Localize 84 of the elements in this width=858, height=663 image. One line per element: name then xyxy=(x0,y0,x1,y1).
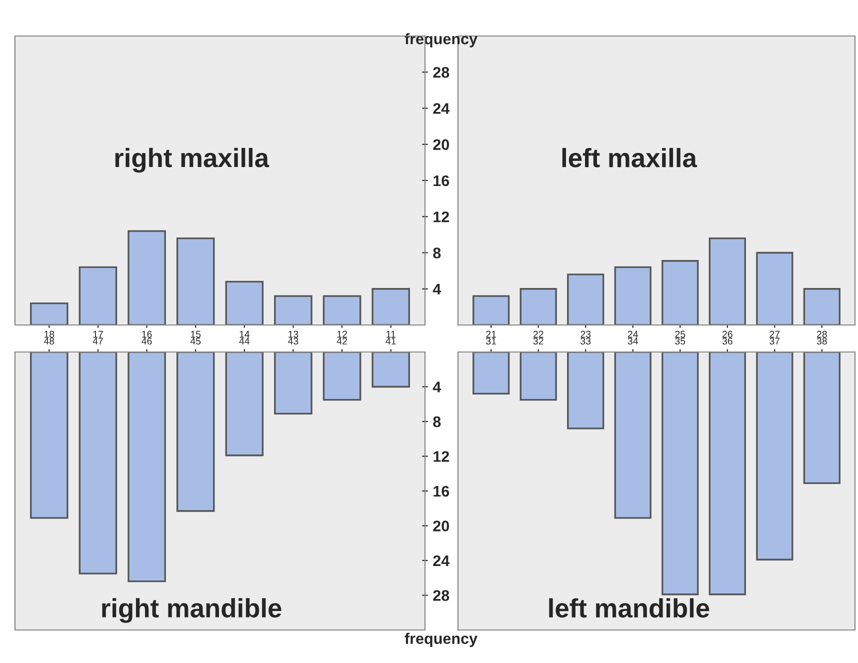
bar xyxy=(128,230,166,325)
x-tick-label: 41 xyxy=(386,338,396,344)
bar xyxy=(472,295,510,325)
y-tick-label: 20 xyxy=(433,520,450,532)
bar xyxy=(274,352,312,415)
x-tick-label: 47 xyxy=(92,338,103,344)
bar xyxy=(30,302,68,325)
text: right mandible xyxy=(102,598,282,623)
bar xyxy=(322,352,362,401)
x-tick-label: 24 xyxy=(628,330,638,338)
bar xyxy=(803,352,840,484)
text: right maxilla xyxy=(115,148,270,173)
x-tick-label: 26 xyxy=(722,330,732,338)
x-tick-label: 13 xyxy=(288,330,298,338)
y-tick-label: 16 xyxy=(434,486,450,497)
bar xyxy=(756,352,794,560)
bar xyxy=(372,352,410,388)
x-tick-label: 34 xyxy=(628,338,638,345)
bar xyxy=(30,352,68,519)
text: left maxilla xyxy=(562,148,698,168)
bar xyxy=(372,288,410,325)
bar xyxy=(614,266,652,325)
bar xyxy=(322,295,362,325)
x-tick-label: 48 xyxy=(44,338,54,345)
x-tick-label: 14 xyxy=(240,330,250,338)
y-tick-label: 4 xyxy=(432,382,442,392)
bar xyxy=(614,352,652,519)
x-tick-label: 35 xyxy=(675,338,686,345)
bar xyxy=(176,237,215,325)
bar xyxy=(662,352,699,596)
bar xyxy=(520,288,557,325)
x-tick-label: 18 xyxy=(44,330,54,338)
x-tick-label: 46 xyxy=(142,338,152,345)
x-tick-label: 31 xyxy=(486,338,496,345)
x-tick-label: 11 xyxy=(386,330,396,338)
text: left mandible xyxy=(549,598,710,618)
y-tick-label: 24 xyxy=(433,555,450,566)
x-tick-label: 37 xyxy=(770,338,780,345)
y-axis-title: frequency xyxy=(404,632,478,648)
y-axis-title: frequency xyxy=(404,33,478,48)
x-tick-label: 42 xyxy=(336,338,347,344)
bar xyxy=(78,352,118,574)
bar xyxy=(78,266,118,325)
bar xyxy=(274,295,312,325)
bar xyxy=(225,352,264,456)
y-tick-label: 28 xyxy=(433,590,450,601)
bar xyxy=(708,352,746,596)
x-tick-label: 21 xyxy=(486,330,496,338)
x-tick-label: 43 xyxy=(288,338,298,345)
bar xyxy=(708,237,746,325)
y-tick-label: 8 xyxy=(433,248,441,258)
y-tick-label: 12 xyxy=(434,211,450,222)
y-tick-label: 24 xyxy=(433,103,450,114)
bar xyxy=(520,352,557,401)
x-tick-label: 28 xyxy=(817,330,827,338)
x-tick-label: 22 xyxy=(533,330,544,338)
bar xyxy=(472,352,510,395)
x-tick-label: 36 xyxy=(722,338,732,345)
x-tick-label: 32 xyxy=(533,338,544,345)
bar xyxy=(756,252,794,325)
x-tick-label: 44 xyxy=(239,338,250,344)
y-tick-label: 28 xyxy=(433,66,450,78)
bar xyxy=(567,352,604,430)
bar xyxy=(662,260,699,325)
y-tick-label: 16 xyxy=(434,175,450,186)
x-tick-label: 45 xyxy=(190,338,201,345)
x-tick-label: 12 xyxy=(337,330,347,338)
bar xyxy=(803,288,840,325)
bar xyxy=(567,274,604,325)
y-tick-label: 20 xyxy=(433,139,450,150)
x-tick-label: 38 xyxy=(816,338,827,345)
y-tick-label: 4 xyxy=(432,284,442,294)
x-tick-label: 25 xyxy=(675,330,686,338)
y-tick-label: 12 xyxy=(434,451,450,462)
bar xyxy=(128,352,166,582)
x-tick-label: 27 xyxy=(770,330,780,338)
bar xyxy=(225,280,264,325)
x-tick-label: 17 xyxy=(93,330,103,338)
y-tick-label: 8 xyxy=(433,416,441,428)
x-tick-label: 33 xyxy=(580,338,591,345)
x-tick-label: 16 xyxy=(142,330,152,338)
x-tick-label: 23 xyxy=(580,330,591,338)
x-tick-label: 15 xyxy=(190,330,201,338)
bar xyxy=(176,352,215,512)
